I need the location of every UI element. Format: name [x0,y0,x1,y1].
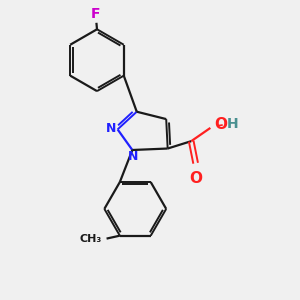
Text: O: O [190,171,203,186]
Text: CH₃: CH₃ [80,234,102,244]
Text: O: O [214,118,227,133]
Text: N: N [128,150,138,163]
Text: H: H [226,117,238,131]
Text: N: N [106,122,116,135]
Text: F: F [91,7,100,21]
